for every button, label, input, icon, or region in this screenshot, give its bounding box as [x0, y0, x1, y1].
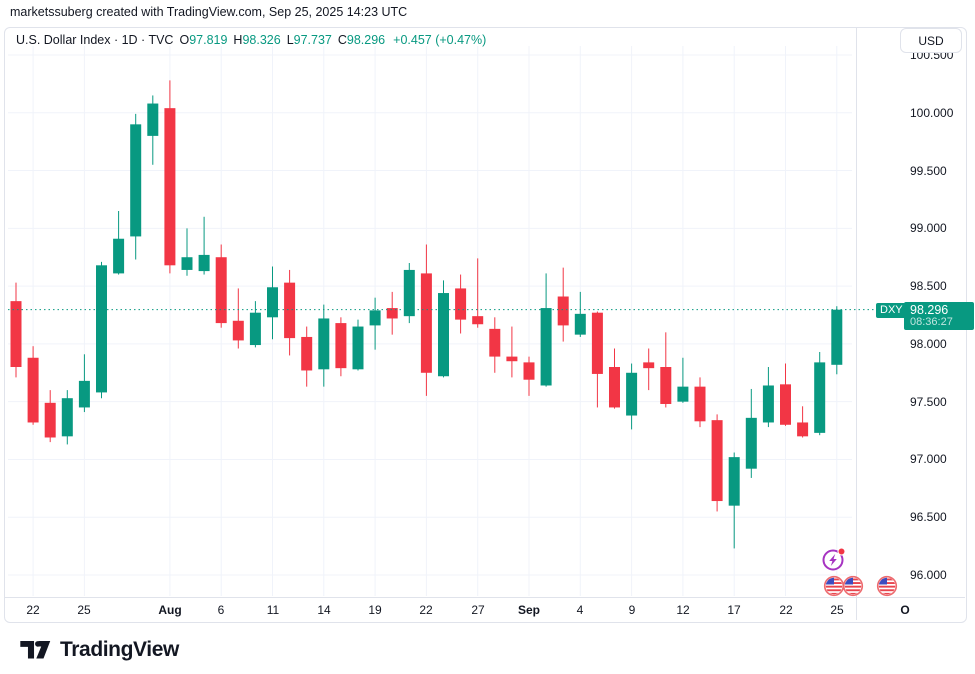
time-tick-label: 12 [676, 603, 690, 617]
time-tick-label: 25 [830, 603, 844, 617]
candle-aug-5 [198, 216, 210, 275]
candle-sep-18 [745, 388, 757, 478]
candle-sep-17 [728, 452, 740, 549]
candle-sep-19 [762, 367, 774, 428]
symbol-legend[interactable]: U.S. Dollar Index · 1D · TVC O97.819 H98… [16, 33, 486, 47]
candle-aug-29 [506, 326, 518, 378]
price-tick-label: 99.500 [910, 164, 947, 178]
time-tick-label: 19 [368, 603, 382, 617]
candle-jul-21 [10, 282, 22, 378]
candle-jul-30 [130, 113, 142, 260]
candle-jul-25 [78, 354, 90, 413]
candle-aug-4 [181, 228, 193, 276]
price-tick-label: 97.000 [910, 452, 947, 466]
candle-aug-1 [164, 80, 176, 274]
ohlc-low: L97.737 [286, 33, 332, 47]
tradingview-logo[interactable]: TradingView [20, 638, 179, 662]
candles [10, 80, 843, 549]
bar-countdown: 08:36:27 [910, 316, 953, 328]
candle-sep-4 [574, 291, 586, 337]
time-tick-label: O [900, 603, 910, 617]
time-tick-label: 11 [266, 603, 280, 617]
time-tick-label: 22 [419, 603, 433, 617]
tradingview-wordmark: TradingView [60, 638, 179, 661]
candle-sep-24 [814, 351, 826, 436]
ohlc-high: H98.326 [233, 33, 281, 47]
candle-jul-22 [27, 346, 39, 425]
attribution-text: marketssuberg created with TradingView.c… [10, 5, 408, 19]
last-price-value: 98.296 [910, 303, 949, 317]
time-tick-label: 14 [317, 603, 331, 617]
candle-jul-29 [113, 211, 125, 275]
tradingview-logo-icon [20, 641, 51, 659]
candle-aug-14 [318, 304, 330, 387]
candle-sep-11 [660, 332, 672, 408]
candle-jul-28 [96, 261, 107, 399]
price-tick-label: 100.000 [910, 106, 954, 120]
time-tick-label: 25 [77, 603, 91, 617]
us-flag-icon[interactable] [823, 575, 845, 597]
ohlc-close: C98.296 [337, 33, 386, 47]
candle-sep-10 [643, 348, 655, 391]
time-tick-label: 22 [26, 603, 40, 617]
price-line-symbol-tag: DXY [876, 303, 907, 318]
candle-aug-7 [232, 288, 244, 349]
candle-aug-15 [335, 317, 347, 377]
time-tick-label: 17 [727, 603, 741, 617]
candle-sep-3 [557, 267, 569, 342]
time-tick-label: 4 [576, 603, 584, 617]
candle-aug-28 [489, 317, 501, 373]
candle-sep-25 [831, 306, 843, 375]
candle-sep-9 [626, 363, 638, 430]
key-event-icon[interactable] [822, 547, 846, 571]
symbol-title[interactable]: U.S. Dollar Index · 1D · TVC [16, 33, 174, 47]
candle-sep-5 [591, 311, 603, 408]
candle-aug-8 [249, 301, 261, 348]
price-tick-label: 97.500 [910, 395, 947, 409]
candle-sep-8 [609, 348, 620, 409]
price-tick-label: 96.000 [910, 568, 947, 582]
candle-jul-31 [147, 95, 159, 165]
candle-sep-15 [694, 377, 706, 428]
candle-sep-1 [523, 356, 535, 396]
currency-usd-button[interactable]: USD [900, 28, 962, 53]
time-tick-label: 9 [628, 603, 636, 617]
ohlc-open: O97.819 [179, 33, 228, 47]
time-tick-label: 6 [217, 603, 225, 617]
time-tick-label: Sep [517, 603, 540, 617]
candle-aug-21 [403, 263, 415, 324]
candle-aug-18 [352, 319, 364, 371]
candle-aug-20 [386, 291, 398, 335]
candle-aug-26 [455, 274, 467, 334]
candle-jul-23 [44, 390, 56, 443]
us-flag-icon[interactable] [842, 575, 864, 597]
price-tick-label: 98.000 [910, 337, 947, 351]
candle-sep-16 [711, 414, 723, 512]
us-flag-icon[interactable] [876, 575, 898, 597]
time-tick-label: Aug [158, 603, 182, 617]
candle-aug-12 [284, 269, 296, 356]
candle-aug-19 [369, 297, 381, 350]
price-tick-label: 96.500 [910, 510, 947, 524]
price-line-label: 98.296 08:36:27 [904, 302, 974, 330]
time-tick-label: 22 [779, 603, 793, 617]
candle-sep-2 [540, 273, 552, 387]
time-tick-label: 27 [471, 603, 485, 617]
price-tick-label: 98.500 [910, 279, 947, 293]
candle-sep-23 [797, 406, 809, 438]
price-tick-label: 99.000 [910, 221, 947, 235]
candle-aug-25 [438, 280, 449, 378]
candle-aug-13 [301, 326, 313, 387]
candle-sep-12 [677, 357, 689, 403]
candle-aug-6 [215, 244, 227, 328]
change-value: +0.457 (+0.47%) [393, 33, 487, 47]
notification-dot [837, 547, 846, 556]
candle-sep-22 [780, 363, 791, 426]
candle-aug-22 [420, 244, 432, 396]
candle-jul-24 [61, 390, 73, 445]
candle-aug-27 [472, 258, 484, 328]
candle-aug-11 [267, 266, 278, 340]
